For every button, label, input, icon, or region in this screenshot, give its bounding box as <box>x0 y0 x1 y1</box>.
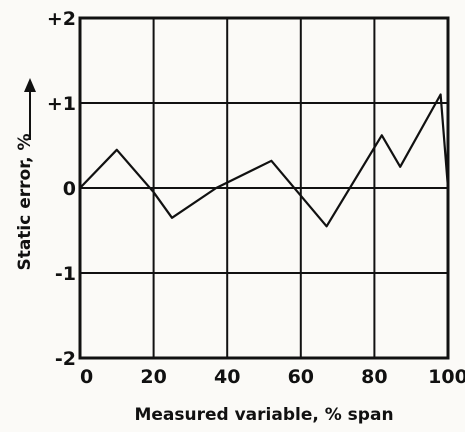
y-tick-label: +1 <box>47 93 76 115</box>
y-tick-label: +2 <box>47 8 76 30</box>
x-axis-label: Measured variable, % span <box>134 405 393 425</box>
x-tick-label: 100 <box>428 366 465 388</box>
x-tick-label: 0 <box>80 366 93 388</box>
y-axis-label: Static error, % <box>15 133 35 270</box>
x-tick-label: 60 <box>288 366 314 388</box>
grid <box>80 18 448 358</box>
y-axis-arrow-icon <box>24 78 36 140</box>
x-tick-label: 40 <box>214 366 240 388</box>
x-tick-label: 20 <box>140 366 166 388</box>
x-tick-label: 80 <box>361 366 387 388</box>
y-tick-label: -2 <box>55 348 76 370</box>
series-line <box>80 95 448 227</box>
y-tick-label: 0 <box>63 178 76 200</box>
y-tick-label: -1 <box>55 263 76 285</box>
tick-labels: 0 20 40 60 80 100 +2 +1 0 -1 -2 <box>47 8 465 388</box>
